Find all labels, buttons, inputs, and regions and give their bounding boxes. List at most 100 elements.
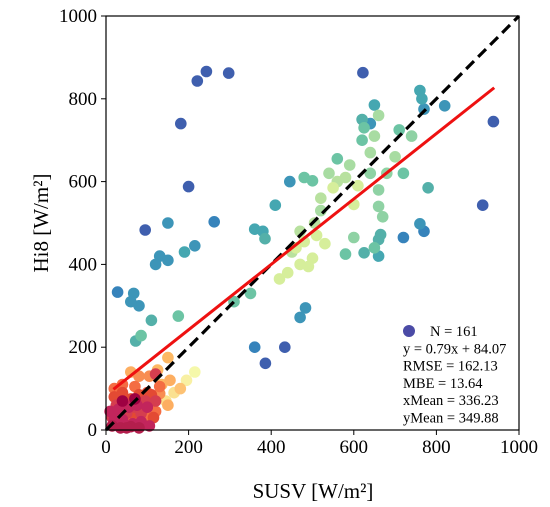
data-point	[120, 422, 133, 434]
data-point	[244, 287, 257, 300]
data-point	[273, 273, 286, 285]
data-point	[162, 399, 174, 412]
data-point	[153, 380, 166, 393]
data-point	[133, 370, 145, 383]
data-point	[259, 232, 271, 245]
data-point	[323, 167, 335, 180]
data-point	[145, 314, 158, 327]
data-point	[438, 100, 451, 112]
data-point	[294, 258, 306, 271]
data-point	[180, 374, 193, 387]
data-point	[290, 242, 302, 254]
data-point	[405, 130, 418, 142]
data-point	[364, 167, 377, 180]
data-point	[149, 395, 162, 407]
data-point	[422, 182, 434, 194]
data-point	[143, 420, 156, 432]
y-tick-label: 0	[88, 420, 98, 441]
data-point	[133, 422, 145, 434]
data-point	[189, 240, 201, 252]
data-point	[327, 182, 339, 194]
data-point	[372, 200, 385, 213]
x-tick-label: 400	[257, 437, 286, 458]
data-point	[139, 224, 151, 236]
data-point	[116, 386, 129, 399]
plot-frame	[105, 15, 520, 431]
data-point	[397, 231, 410, 244]
data-point	[368, 130, 381, 142]
data-point	[135, 329, 147, 342]
y-tick-label: 800	[69, 89, 98, 110]
data-point	[281, 266, 294, 279]
data-point	[368, 242, 381, 254]
data-point	[178, 246, 191, 258]
data-point	[174, 382, 187, 395]
stats-line: N = 161	[430, 324, 478, 340]
x-tick-label: 0	[101, 437, 111, 458]
data-point	[248, 341, 261, 354]
data-point	[162, 254, 174, 267]
data-point	[339, 171, 352, 184]
data-point	[487, 115, 500, 128]
data-point	[279, 341, 291, 354]
x-axis-label: SUSV [W/m²]	[253, 479, 374, 503]
data-point	[259, 357, 272, 370]
data-point	[306, 175, 319, 187]
data-point	[141, 401, 154, 414]
stats-line: MBE = 13.64	[403, 376, 483, 392]
data-point	[175, 117, 187, 130]
axes: 0 200 400 600 800 1000 0 200 400 600 800 1000	[59, 6, 538, 458]
stats-line: RMSE = 162.13	[403, 359, 498, 375]
data-point	[357, 66, 369, 79]
data-point	[331, 153, 344, 165]
data-point	[372, 109, 385, 122]
data-point	[389, 151, 401, 163]
x-tick-label: 200	[174, 437, 203, 458]
data-point	[269, 199, 282, 211]
x-tick-label: 1000	[500, 437, 538, 458]
data-point	[376, 211, 389, 223]
y-tick-label: 1000	[59, 6, 97, 27]
data-point	[374, 228, 387, 241]
chart-lines	[104, 14, 521, 432]
data-point	[189, 366, 201, 378]
data-point	[414, 218, 426, 230]
stats-line: xMean = 336.23	[403, 393, 499, 409]
data-point	[125, 295, 137, 308]
stats-marker	[403, 325, 415, 337]
data-point	[393, 124, 406, 136]
data-point	[299, 302, 312, 314]
data-point	[358, 122, 370, 134]
stats-line: yMean = 349.88	[403, 411, 499, 427]
data-point	[358, 247, 370, 259]
data-point	[208, 216, 220, 228]
x-tick-label: 800	[422, 437, 451, 458]
x-tick-label: 600	[340, 437, 369, 458]
data-point	[356, 134, 368, 146]
data-point	[348, 231, 360, 244]
data-point	[368, 99, 381, 111]
data-point	[339, 248, 352, 260]
data-point	[116, 395, 129, 407]
data-points	[104, 65, 500, 434]
data-point	[284, 175, 296, 188]
one-to-one-line	[104, 14, 521, 432]
data-point	[476, 199, 489, 211]
data-point	[222, 67, 235, 79]
data-point	[200, 65, 213, 78]
data-point	[397, 167, 410, 180]
data-point	[191, 75, 204, 87]
data-point	[294, 311, 306, 324]
y-tick-label: 200	[69, 337, 98, 358]
y-tick-label: 600	[69, 172, 98, 193]
data-point	[416, 93, 428, 105]
data-point	[182, 180, 195, 193]
stats-line: y = 0.79x + 84.07	[403, 341, 506, 357]
data-point	[319, 237, 331, 250]
data-point	[111, 286, 124, 298]
data-point	[172, 310, 185, 322]
data-point	[162, 351, 174, 364]
y-tick-label: 400	[69, 254, 98, 275]
